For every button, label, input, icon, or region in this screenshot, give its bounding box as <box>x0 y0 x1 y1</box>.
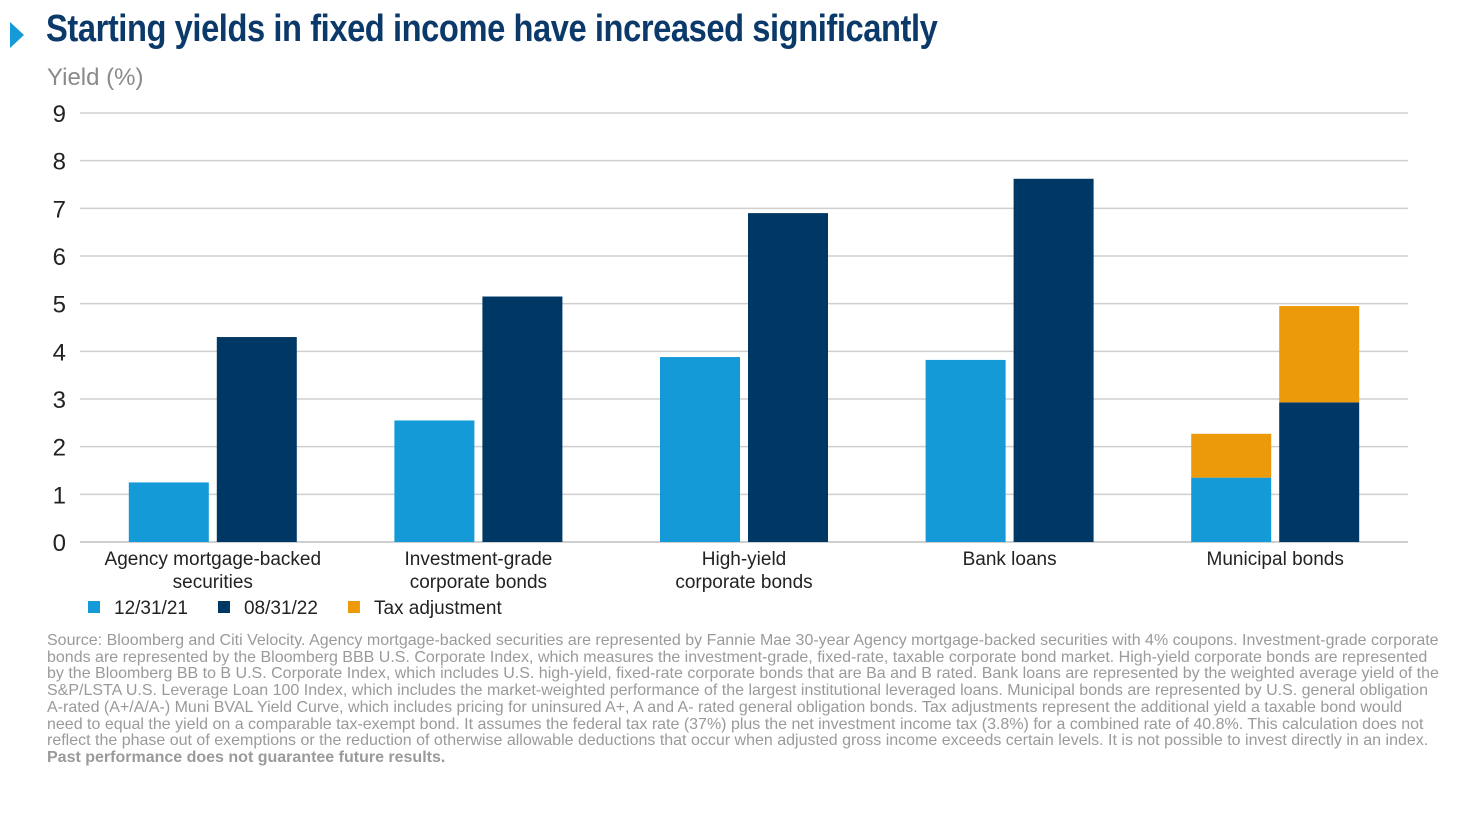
title-arrow-icon <box>10 22 24 48</box>
y-tick-label: 7 <box>53 196 66 223</box>
legend-label: 08/31/22 <box>244 598 318 619</box>
x-tick-label: Agency mortgage-backed <box>105 549 322 570</box>
x-tick-label: securities <box>173 572 253 593</box>
bar-12-31-21 <box>1191 477 1272 542</box>
chart-title: Starting yields in fixed income have inc… <box>46 8 938 50</box>
bar-chart: Yield (%) 0 1 2 3 4 5 6 7 8 9 Agency mortgage-bac… <box>47 64 1408 619</box>
x-tick-label: Municipal bonds <box>1207 549 1344 570</box>
bar-08-31-22 <box>748 213 828 542</box>
gridlines <box>80 112 1408 543</box>
bar-12-31-21 <box>660 357 740 542</box>
bar-08-31-22 <box>216 337 297 542</box>
x-tick-label: corporate bonds <box>675 572 812 593</box>
y-tick-label: 6 <box>53 244 66 271</box>
x-tick-label: Investment-grade <box>404 549 552 570</box>
x-tick-label: corporate bonds <box>410 572 547 593</box>
legend-label: 12/31/21 <box>114 598 188 619</box>
source-note: Source: Bloomberg and Citi Velocity. Age… <box>47 632 1442 767</box>
source-disclaimer: Past performance does not guarantee futu… <box>47 748 446 766</box>
bar-08-31-22 <box>482 296 563 542</box>
y-tick-label: 0 <box>53 530 66 557</box>
legend-swatch <box>217 601 230 613</box>
bar-tax-adjustment <box>1279 306 1360 403</box>
y-tick-label: 3 <box>53 387 66 414</box>
y-tick-label: 2 <box>53 435 66 462</box>
y-tick-label: 9 <box>53 101 66 128</box>
bar-08-31-22 <box>1013 178 1094 542</box>
bar-12-31-21 <box>925 359 1006 542</box>
legend: 12/31/21 08/31/22 Tax adjustment <box>88 598 502 619</box>
bar-12-31-21 <box>394 420 475 542</box>
y-tick-label: 4 <box>53 339 66 366</box>
bar-08-31-22 <box>1279 402 1360 542</box>
y-tick-label: 8 <box>53 149 66 176</box>
x-tick-label: Bank loans <box>963 549 1057 570</box>
legend-swatch <box>88 601 100 613</box>
bars <box>128 178 1360 542</box>
y-tick-label: 5 <box>53 292 66 319</box>
y-axis-ticks: 0 1 2 3 4 5 6 7 8 9 <box>53 101 66 557</box>
bar-tax-adjustment <box>1191 433 1272 478</box>
legend-swatch <box>347 601 360 613</box>
x-tick-label: High-yield <box>702 549 786 570</box>
y-axis-label: Yield (%) <box>47 64 143 91</box>
y-tick-label: 1 <box>53 482 66 509</box>
source-text: Source: Bloomberg and Citi Velocity. Age… <box>47 632 1439 750</box>
bar-12-31-21 <box>128 482 209 542</box>
legend-label: Tax adjustment <box>374 598 503 619</box>
